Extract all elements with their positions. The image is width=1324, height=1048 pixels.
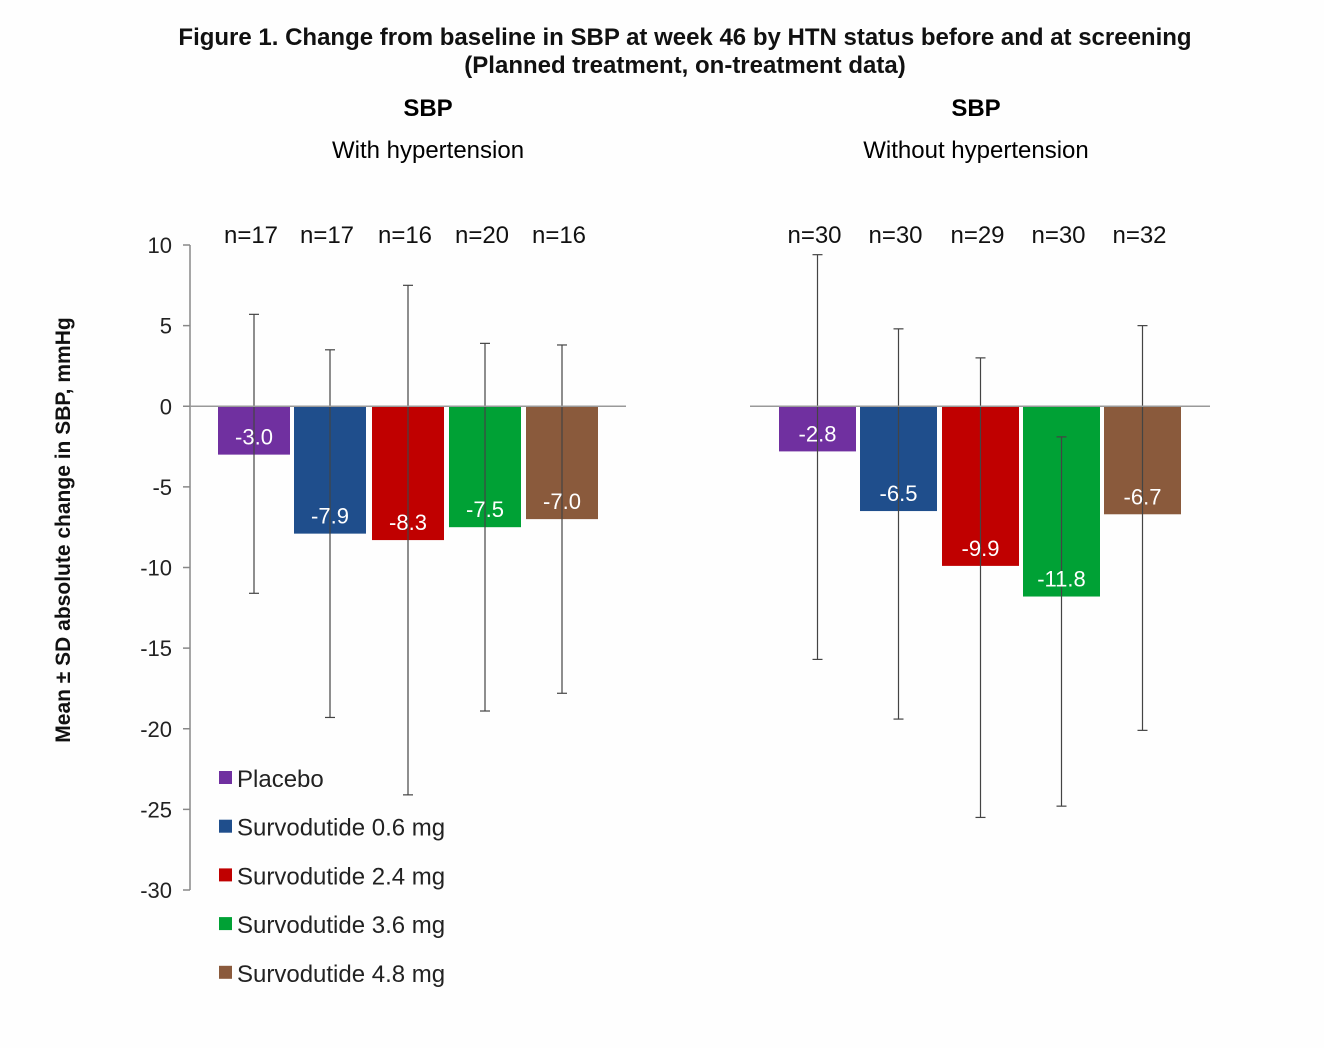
y-axis-ticks: 10 5 0 -5 -10 -15 -20 -25 -30 [140,233,190,903]
legend-swatch [219,917,232,931]
y-tick-label: 10 [148,233,172,258]
n-label: n=30 [1031,222,1085,249]
n-label: n=17 [224,222,278,249]
legend-label: Survodutide 0.6 mg [237,815,445,842]
panel-with-hypertension: -3.0 n=17 -7.9 n=17 -8.3 n=16 -7.5 n=20 -7.0 n=16 [190,222,626,796]
legend-swatch [219,868,232,882]
panel-without-hypertension: -2.8 n=30 -6.5 n=30 -9.9 n=29 -11.8 n=30 -6.7 n=3… [750,222,1210,819]
n-label: n=29 [950,222,1004,249]
bar-value-label: -7.9 [311,504,349,529]
n-label: n=17 [300,222,354,249]
n-label: n=30 [868,222,922,249]
legend-label: Placebo [237,766,324,793]
figure-title-line-1: Figure 1. Change from baseline in SBP at… [178,24,1192,51]
y-tick-label: -25 [140,797,172,822]
legend: Placebo Survodutide 0.6 mg Survodutide 2.4… [219,766,445,988]
legend-label: Survodutide 2.4 mg [237,863,445,890]
n-label: n=30 [787,222,841,249]
legend-label: Survodutide 4.8 mg [237,961,445,988]
y-tick-label: -10 [140,556,172,581]
bar-panels: -3.0 n=17 -7.9 n=17 -8.3 n=16 -7.5 n=20 -7.0 n=16… [190,222,1210,819]
bar-value-label: -11.8 [1037,567,1086,592]
bar-value-label: -6.7 [1124,484,1162,509]
figure-title: Figure 1. Change from baseline in SBP at… [0,24,1324,80]
y-tick-label: -5 [152,475,172,500]
legend-swatch [219,965,232,979]
n-label: n=32 [1112,222,1166,249]
y-tick-label: 5 [160,314,172,339]
bar-value-label: -2.8 [799,421,837,446]
n-label: n=16 [378,222,432,249]
legend-label: Survodutide 3.6 mg [237,912,445,939]
bar-value-label: -7.0 [543,489,581,514]
bar-value-label: -8.3 [389,510,427,535]
y-tick-label: -15 [140,636,172,661]
y-tick-label: -30 [140,878,172,903]
n-label: n=16 [532,222,586,249]
bar-value-label: -9.9 [962,536,1000,561]
bar-value-label: -7.5 [466,497,504,522]
panel-left-title: SBP [403,95,452,122]
panel-right-title: SBP [951,95,1000,122]
legend-swatch [219,819,232,833]
y-axis-label: Mean ± SD absolute change in SBP, mmHg [52,317,75,742]
n-label: n=20 [455,222,509,249]
y-tick-label: 0 [160,394,172,419]
panel-right-subtitle: Without hypertension [863,137,1088,164]
legend-swatch [219,771,232,784]
y-tick-label: -20 [140,717,172,742]
figure-title-line-2: (Planned treatment, on-treatment data) [464,52,906,79]
panel-left-subtitle: With hypertension [332,137,524,164]
bar-value-label: -3.0 [235,425,273,450]
bar-value-label: -6.5 [880,481,918,506]
